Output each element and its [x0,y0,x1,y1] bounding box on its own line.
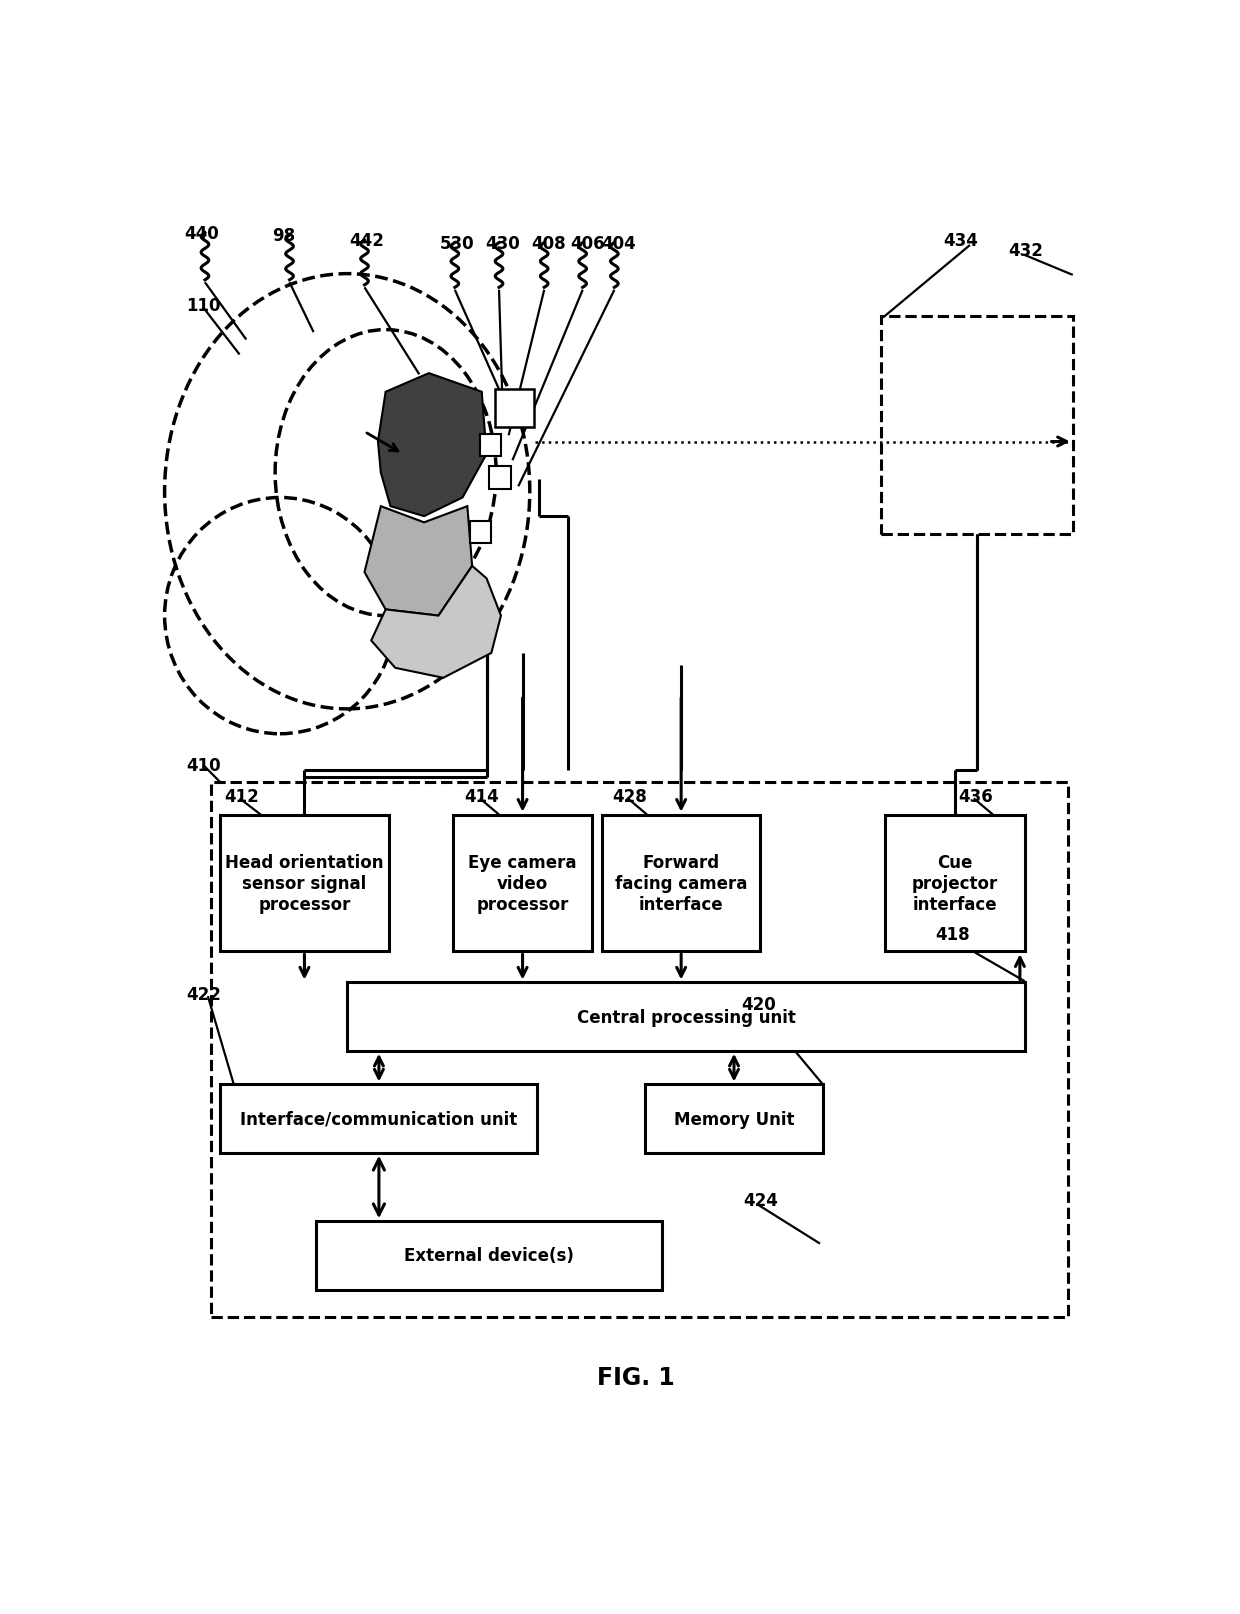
FancyBboxPatch shape [316,1222,662,1290]
Text: 110: 110 [186,297,221,315]
FancyBboxPatch shape [885,815,1024,952]
FancyBboxPatch shape [347,983,1024,1051]
Text: Central processing unit: Central processing unit [577,1009,795,1027]
FancyBboxPatch shape [495,391,533,428]
Text: 424: 424 [743,1191,777,1209]
FancyBboxPatch shape [453,815,593,952]
Text: 404: 404 [601,234,636,252]
FancyBboxPatch shape [601,815,760,952]
FancyBboxPatch shape [221,815,388,952]
Text: 436: 436 [959,788,993,805]
Text: Memory Unit: Memory Unit [673,1110,795,1128]
Text: Eye camera
video
processor: Eye camera video processor [469,854,577,914]
Polygon shape [371,567,501,678]
Text: 530: 530 [439,234,474,252]
Text: 442: 442 [350,232,384,250]
Text: 408: 408 [532,234,567,252]
Text: 420: 420 [742,994,776,1014]
FancyBboxPatch shape [490,466,511,489]
Text: 422: 422 [186,985,221,1002]
Text: Forward
facing camera
interface: Forward facing camera interface [615,854,748,914]
Text: Interface/communication unit: Interface/communication unit [241,1110,517,1128]
FancyBboxPatch shape [221,1085,537,1152]
Text: 440: 440 [184,224,218,242]
Text: 434: 434 [942,232,978,250]
Text: 412: 412 [224,788,259,805]
Polygon shape [378,374,486,516]
Text: FIG. 1: FIG. 1 [596,1365,675,1388]
FancyBboxPatch shape [480,434,501,457]
Text: 406: 406 [570,234,605,252]
Text: 418: 418 [935,925,970,943]
Text: Head orientation
sensor signal
processor: Head orientation sensor signal processor [226,854,383,914]
Text: 414: 414 [465,788,500,805]
Text: 410: 410 [186,757,221,775]
Text: 98: 98 [273,228,295,245]
Text: External device(s): External device(s) [404,1246,574,1265]
Text: 428: 428 [613,788,647,805]
Text: 430: 430 [486,234,521,252]
Text: 432: 432 [1008,242,1043,260]
FancyBboxPatch shape [645,1085,823,1152]
Polygon shape [365,507,472,617]
Text: Cue
projector
interface: Cue projector interface [911,854,998,914]
FancyBboxPatch shape [470,521,491,544]
